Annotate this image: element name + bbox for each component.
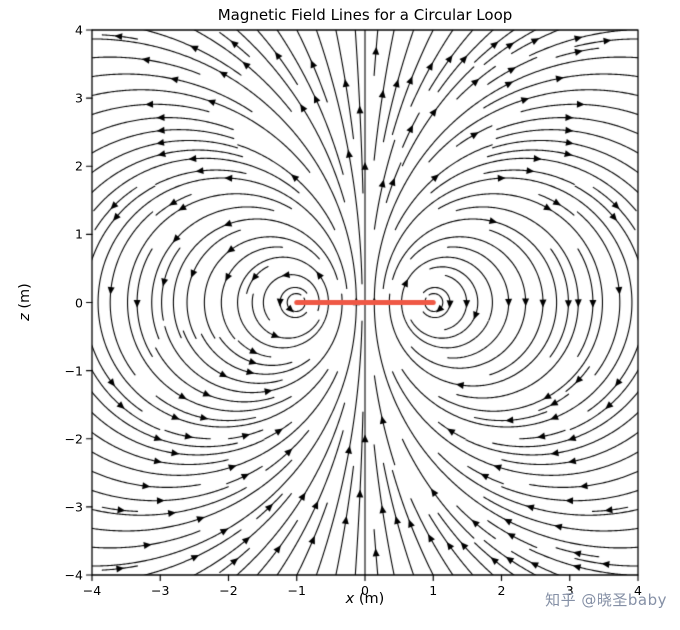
y-axis-label: z (m) xyxy=(17,283,33,321)
y-axis-variable: z xyxy=(17,313,33,321)
y-tick-label: −3 xyxy=(64,499,83,515)
x-tick-label: 1 xyxy=(429,583,438,598)
watermark-text: 知乎 @晓圣baby xyxy=(545,591,667,609)
chart-title: Magnetic Field Lines for a Circular Loop xyxy=(217,6,513,24)
y-tick-label: 0 xyxy=(75,295,83,310)
y-tick-label: −4 xyxy=(64,567,83,583)
x-axis-variable: x xyxy=(345,591,355,607)
x-tick-label: −2 xyxy=(219,583,238,598)
x-tick-label: −1 xyxy=(287,583,306,598)
y-tick-label: 2 xyxy=(75,158,83,174)
y-tick-label: −2 xyxy=(64,431,83,447)
x-tick-label: 4 xyxy=(634,583,642,598)
x-axis-label: x (m) xyxy=(346,591,385,607)
x-axis-unit: (m) xyxy=(358,591,385,607)
y-tick-label: 1 xyxy=(75,226,83,242)
y-tick-label: 3 xyxy=(75,90,83,106)
watermark: 知乎 @晓圣baby xyxy=(545,589,667,610)
x-tick-label: −3 xyxy=(151,583,170,598)
y-tick-label: 4 xyxy=(75,22,83,38)
y-tick-label: −1 xyxy=(64,363,83,379)
x-tick-label: −4 xyxy=(82,583,102,598)
x-tick-label: 2 xyxy=(497,583,506,598)
x-tick-label: 0 xyxy=(361,583,369,598)
y-axis-unit: (m) xyxy=(17,283,33,309)
x-tick-label: 3 xyxy=(565,583,574,598)
